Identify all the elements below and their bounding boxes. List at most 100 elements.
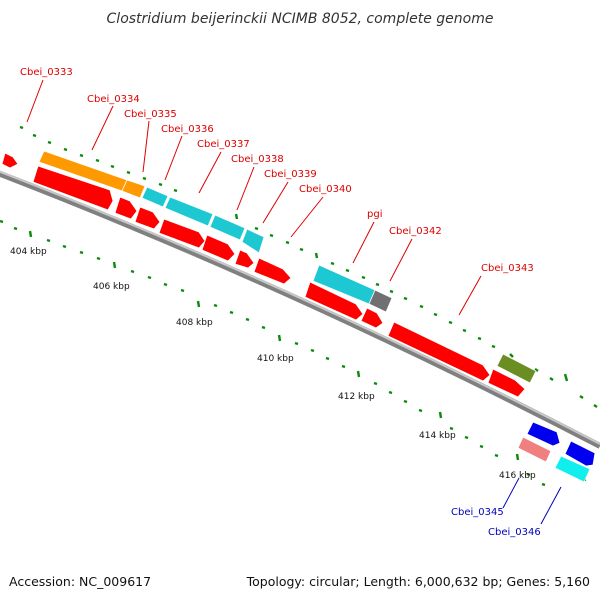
scale-tick xyxy=(213,303,218,308)
forward-lower-track xyxy=(32,165,526,398)
forward-upper-track xyxy=(1,150,537,384)
forward-leaders xyxy=(26,79,482,316)
scale-tick xyxy=(46,238,51,243)
gene-label: Cbei_0335 xyxy=(124,109,177,120)
outer-tick xyxy=(314,252,319,259)
outer-tick xyxy=(563,373,569,382)
gene-block-cbei_0345 xyxy=(517,436,552,463)
leader-line xyxy=(236,166,255,211)
scale-tick xyxy=(373,381,378,386)
outer-tick xyxy=(491,344,496,349)
outer-tick xyxy=(345,268,350,273)
gene-arrow-red xyxy=(158,218,206,249)
scale-tick-major xyxy=(356,370,361,378)
gene-block-cbei_0338 xyxy=(209,214,246,241)
outer-tick xyxy=(389,289,394,294)
gene-arrow-red xyxy=(1,152,19,169)
scale-tick xyxy=(229,310,234,315)
scale-tick xyxy=(449,426,454,431)
scale-tick-major xyxy=(28,230,33,238)
outer-tick xyxy=(375,282,380,287)
gene-label: Cbei_0334 xyxy=(87,94,140,105)
outer-tick xyxy=(79,153,84,158)
gene-label: Cbei_0346 xyxy=(488,527,541,538)
outer-tick xyxy=(234,213,239,220)
scale-tick xyxy=(130,269,135,274)
gene-arrow-red xyxy=(32,165,114,211)
outer-tick xyxy=(47,140,52,145)
gene-arrow-red xyxy=(253,257,292,285)
leader-line xyxy=(142,120,150,173)
scale-tick xyxy=(403,399,408,404)
gene-arrow-red xyxy=(387,321,491,382)
gene-block-cbei_0339 xyxy=(241,228,265,254)
gene-block-gray xyxy=(368,289,393,313)
gene-arrow-red xyxy=(114,196,138,220)
scale-tick xyxy=(479,444,484,449)
leader-line xyxy=(91,105,114,151)
gene-label: Cbei_0338 xyxy=(231,154,284,165)
gene-label: Cbei_0342 xyxy=(389,226,442,237)
gene-block-cbei_0346 xyxy=(554,455,591,483)
gene-label: pgi xyxy=(367,209,382,220)
leader-line xyxy=(352,221,375,264)
outer-tick xyxy=(254,226,259,231)
gene-label: Cbei_0337 xyxy=(197,139,250,150)
outer-tick xyxy=(593,404,598,408)
outer-tick xyxy=(158,182,163,187)
outer-tick xyxy=(173,188,178,193)
scale-tick xyxy=(147,275,152,280)
gene-block-cbei_0335 xyxy=(121,179,146,199)
backbone-line xyxy=(0,170,600,449)
scale-tick xyxy=(163,282,168,287)
scale-tick-major xyxy=(277,334,282,342)
gene-arrow-red xyxy=(134,206,161,230)
scale-tick xyxy=(180,288,185,293)
outer-tick xyxy=(477,336,482,341)
scale-tick xyxy=(526,472,531,477)
scale-tick-major xyxy=(438,411,443,419)
leader-line xyxy=(26,79,44,123)
gene-arrow-red xyxy=(360,307,384,329)
gene-label: Cbei_0336 xyxy=(161,124,214,135)
outer-tick xyxy=(299,247,304,252)
scale-label: 406 kbp xyxy=(93,282,130,292)
scale-label: 410 kbp xyxy=(257,354,294,364)
gene-block-cbei_0337 xyxy=(164,196,214,227)
leader-line xyxy=(458,275,482,316)
outer-tick-row xyxy=(19,125,598,408)
scale-tick xyxy=(13,226,18,231)
leader-line xyxy=(502,477,520,509)
outer-tick xyxy=(285,240,290,245)
outer-tick xyxy=(403,296,408,301)
scale-tick xyxy=(541,482,546,487)
scale-label: 416 kbp xyxy=(499,471,536,481)
outer-tick xyxy=(534,368,539,372)
gene-block-cbei_0336 xyxy=(141,186,169,208)
reverse-leaders xyxy=(502,477,562,525)
leader-line xyxy=(540,486,562,525)
scale-label: 412 kbp xyxy=(338,392,375,402)
scale-tick xyxy=(62,244,67,249)
outer-tick xyxy=(419,304,424,309)
outer-tick xyxy=(269,233,274,238)
outer-tick xyxy=(63,147,68,152)
forward-gene-labels: Cbei_0333 Cbei_0334 Cbei_0335 Cbei_0336 … xyxy=(20,67,534,274)
gene-label: Cbei_0333 xyxy=(20,67,73,78)
scale-tick xyxy=(294,341,299,346)
scale-labels: 404 kbp 406 kbp 408 kbp 410 kbp 412 kbp … xyxy=(10,247,536,481)
gene-arrow-red xyxy=(234,249,255,269)
scale-tick xyxy=(464,435,469,440)
scale-tick xyxy=(310,348,315,353)
scale-tick xyxy=(261,325,266,330)
accession-text: Accession: NC_009617 xyxy=(9,574,151,589)
scale-tick xyxy=(0,219,4,224)
gene-label: Cbei_0345 xyxy=(451,507,504,518)
outer-tick xyxy=(433,312,438,317)
topology-text: Topology: circular; Length: 6,000,632 bp… xyxy=(246,574,590,589)
figure-title: Clostridium beijerinckii NCIMB 8052, com… xyxy=(107,11,494,27)
outer-tick xyxy=(142,176,147,181)
leader-line xyxy=(164,135,183,181)
scale-tick xyxy=(418,408,423,413)
